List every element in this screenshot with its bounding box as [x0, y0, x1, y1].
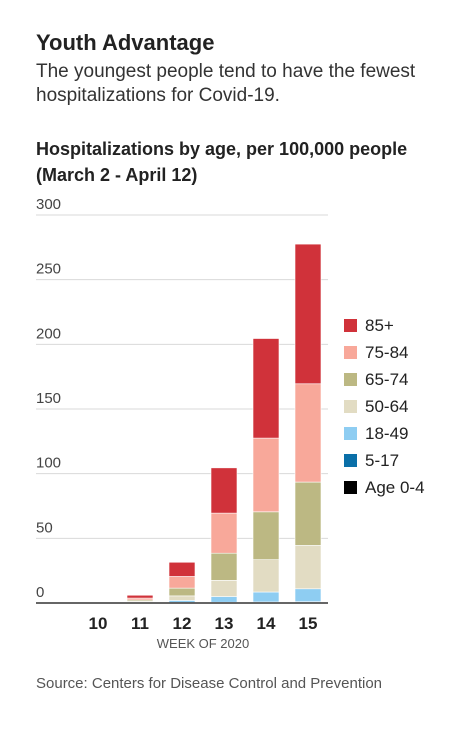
chart-title: Hospitalizations by age, per 100,000 peo…	[36, 139, 408, 185]
bar-segment	[252, 559, 280, 593]
bar-segment	[168, 561, 196, 577]
bar-segment	[126, 594, 154, 599]
y-tick-label: 250	[36, 261, 61, 278]
bar-segment	[294, 545, 322, 590]
legend-swatch	[344, 427, 357, 440]
page-title: Youth Advantage	[36, 30, 215, 55]
bar-segment	[252, 437, 280, 513]
y-axis-ticks: 0 50 100 150 200 250 300	[36, 196, 61, 601]
source-note: Source: Centers for Disease Control and …	[36, 675, 383, 692]
bar-segment	[210, 596, 238, 603]
bar-segment	[210, 580, 238, 597]
y-tick-label: 0	[36, 584, 44, 601]
bar-segment	[210, 467, 238, 514]
legend-label: 5-17	[365, 451, 399, 470]
grid-lines	[36, 214, 328, 539]
bar-segment	[168, 587, 196, 597]
legend-label: Age 0-4	[365, 478, 425, 497]
bars	[126, 243, 322, 604]
bar-segment	[294, 383, 322, 483]
legend-label: 75-84	[365, 343, 408, 362]
y-tick-label: 100	[36, 455, 61, 472]
legend-label: 85+	[365, 316, 394, 335]
x-tick-label: 15	[299, 614, 318, 633]
bar-segment	[294, 588, 322, 603]
page-subtitle: The youngest people tend to have the few…	[36, 61, 416, 106]
legend-swatch	[344, 319, 357, 332]
x-tick-label: 11	[131, 614, 149, 633]
bar-segment	[168, 576, 196, 589]
bar-segment	[294, 243, 322, 385]
legend-label: 18-49	[365, 424, 408, 443]
x-axis-ticks: 10 11 12 13 14 15	[89, 614, 318, 633]
y-tick-label: 50	[36, 519, 53, 536]
stacked-bar-chart: 0 50 100 150 200 250 300 10 11 12 13 14 15 WEEK OF …	[36, 196, 425, 651]
bar-segment	[210, 512, 238, 554]
bar-segment	[294, 481, 322, 546]
bar-segment	[252, 338, 280, 439]
legend: 85+ 75-84 65-74 50-64 18-49 5-17 Age 0-4	[344, 316, 425, 497]
legend-swatch	[344, 373, 357, 386]
legend-swatch	[344, 400, 357, 413]
bar-segment	[252, 511, 280, 560]
bar-segment	[168, 595, 196, 601]
legend-swatch	[344, 481, 357, 494]
x-tick-label: 13	[215, 614, 234, 633]
x-axis-label: WEEK OF 2020	[157, 636, 249, 651]
x-tick-label: 10	[89, 614, 108, 633]
legend-swatch	[344, 346, 357, 359]
legend-label: 65-74	[365, 370, 408, 389]
y-tick-label: 200	[36, 325, 61, 342]
y-tick-label: 300	[36, 196, 61, 213]
legend-label: 50-64	[365, 397, 408, 416]
x-tick-label: 12	[173, 614, 192, 633]
bar-segment	[210, 552, 238, 581]
y-tick-label: 150	[36, 390, 61, 407]
bar-segment	[252, 591, 280, 603]
legend-swatch	[344, 454, 357, 467]
x-tick-label: 14	[257, 614, 276, 633]
bar-segment	[168, 600, 196, 603]
